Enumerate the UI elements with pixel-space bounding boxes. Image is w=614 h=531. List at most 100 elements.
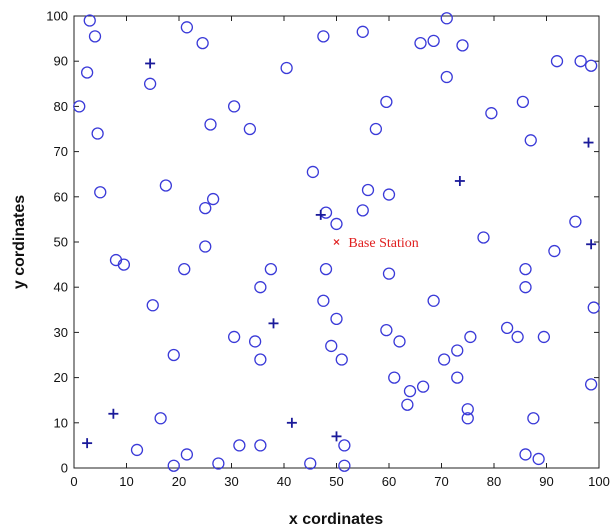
node-point xyxy=(584,378,598,391)
node-point xyxy=(335,353,348,366)
node-point xyxy=(91,127,104,140)
x-tick-label: 90 xyxy=(539,474,553,489)
node-point xyxy=(227,330,241,344)
y-tick-label: 20 xyxy=(54,370,68,385)
x-tick-label: 70 xyxy=(434,474,448,489)
node-point xyxy=(254,353,267,366)
node-point xyxy=(532,452,545,466)
node-point xyxy=(243,122,257,136)
base-station-label: Base Station xyxy=(348,236,418,251)
node-point xyxy=(325,339,338,353)
node-point xyxy=(304,457,317,470)
cluster-head-point xyxy=(583,137,594,148)
node-point xyxy=(146,299,159,312)
node-point xyxy=(380,95,393,109)
x-tick-label: 30 xyxy=(224,474,238,489)
node-point xyxy=(537,330,551,344)
node-point xyxy=(199,240,212,253)
node-point xyxy=(204,118,217,131)
node-point xyxy=(361,183,375,197)
node-point xyxy=(393,335,406,348)
y-tick-label: 10 xyxy=(54,415,68,430)
node-point xyxy=(330,217,343,231)
node-point xyxy=(461,412,474,425)
node-point xyxy=(550,55,564,68)
y-axis-label: y cordinates xyxy=(11,195,28,289)
node-point xyxy=(117,258,131,271)
node-point xyxy=(178,262,191,276)
node-point xyxy=(254,439,267,452)
cluster-head-point xyxy=(454,175,465,186)
node-point xyxy=(485,107,498,120)
node-point xyxy=(73,100,86,113)
x-marker-b xyxy=(333,239,340,245)
node-point xyxy=(380,323,393,337)
node-point xyxy=(143,77,157,90)
node-point xyxy=(317,30,330,43)
node-point xyxy=(519,281,532,294)
node-point xyxy=(88,30,102,43)
node-point xyxy=(519,262,532,276)
node-point xyxy=(388,371,401,384)
node-point xyxy=(451,371,464,384)
node-point xyxy=(519,448,532,461)
x-tick-label: 100 xyxy=(588,474,610,489)
node-point xyxy=(280,61,293,75)
node-point xyxy=(264,262,278,276)
cluster-head-point xyxy=(268,318,279,329)
y-tick-label: 40 xyxy=(54,280,68,295)
x-tick-label: 20 xyxy=(172,474,186,489)
y-tick-label: 30 xyxy=(54,325,68,340)
x-axis-label: x cordinates xyxy=(289,511,383,528)
node-point xyxy=(227,100,241,113)
y-tick-label: 80 xyxy=(54,99,68,114)
node-point xyxy=(248,335,262,348)
node-point xyxy=(94,186,107,199)
node-point xyxy=(159,179,173,192)
node-point xyxy=(154,412,167,425)
node-point xyxy=(461,403,474,416)
node-point xyxy=(199,201,212,215)
node-point xyxy=(524,134,537,147)
annotations: Base Station xyxy=(348,236,418,251)
x-tick-label: 80 xyxy=(487,474,501,489)
node-point xyxy=(569,215,582,228)
node-point xyxy=(401,398,414,411)
node-point xyxy=(414,36,427,50)
node-point xyxy=(306,165,320,179)
data-points xyxy=(73,12,600,472)
node-point xyxy=(196,36,209,50)
node-point xyxy=(330,312,343,325)
node-point xyxy=(574,55,587,68)
cluster-head-point xyxy=(331,431,342,442)
node-point xyxy=(516,95,530,109)
x-tick-label: 60 xyxy=(382,474,396,489)
y-tick-label: 90 xyxy=(54,54,68,69)
base-station-point xyxy=(333,239,340,245)
node-point xyxy=(338,439,351,452)
cluster-head-point xyxy=(108,408,119,419)
y-tick-label: 100 xyxy=(46,9,68,24)
x-tick-label: 40 xyxy=(277,474,291,489)
node-point xyxy=(437,353,451,366)
node-point xyxy=(587,301,600,314)
node-point xyxy=(338,459,351,472)
node-point xyxy=(382,267,396,280)
node-point xyxy=(403,385,417,398)
node-point xyxy=(356,25,369,38)
y-tick-label: 50 xyxy=(54,235,68,250)
x-tick-label: 10 xyxy=(119,474,133,489)
node-point xyxy=(254,281,267,294)
node-point xyxy=(80,66,94,79)
cluster-head-point xyxy=(145,58,156,69)
axis-ticks: 0 10 20 30 40 50 60 70 80 90 100 0 10 20 30 40 50 60 70 80 9… xyxy=(46,9,610,490)
node-point xyxy=(500,321,514,335)
x-tick-label: 50 xyxy=(329,474,343,489)
node-point xyxy=(206,192,220,206)
node-point xyxy=(440,12,453,25)
node-point xyxy=(477,231,490,244)
cluster-head-point xyxy=(82,438,93,449)
cluster-head-point xyxy=(286,417,297,428)
node-point xyxy=(130,443,144,457)
node-point xyxy=(456,39,469,52)
